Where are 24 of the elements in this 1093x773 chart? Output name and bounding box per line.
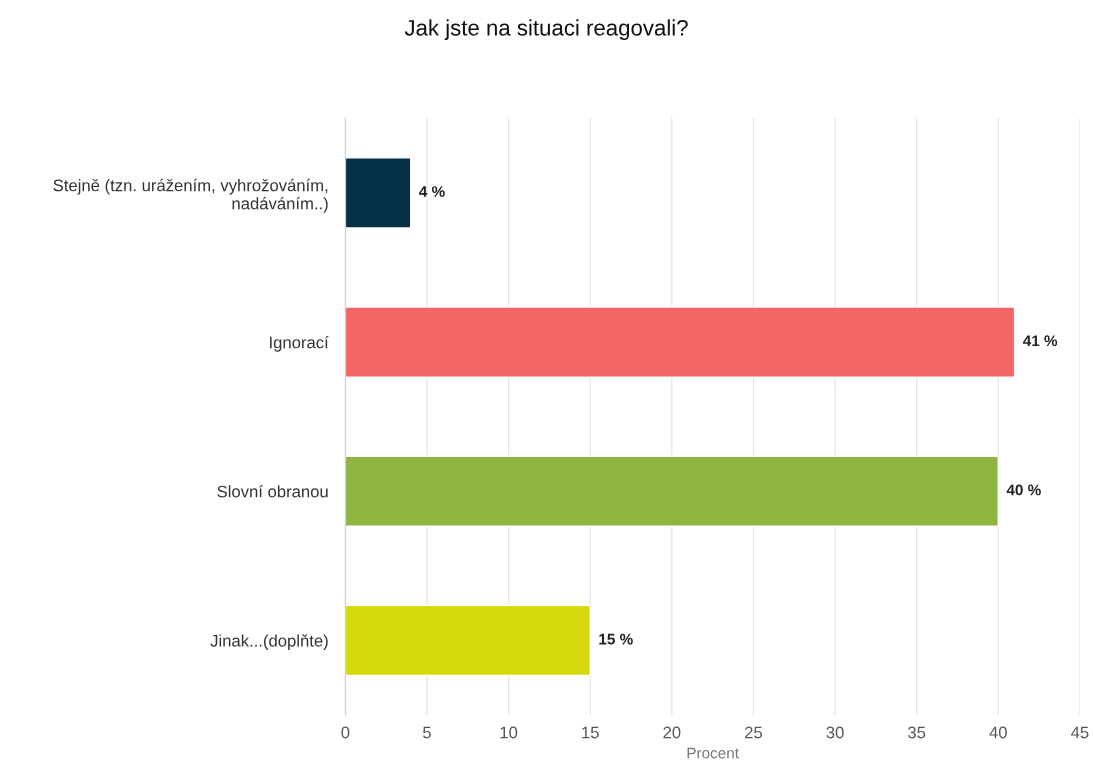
x-tick-label: 25: [745, 726, 763, 739]
x-tick-label: 35: [908, 726, 926, 739]
x-axis-title: Procent: [687, 747, 739, 759]
data-label: 15 %: [599, 633, 633, 645]
bar: [345, 157, 412, 229]
bar: [345, 604, 591, 677]
bar: [345, 455, 999, 527]
y-tick-label: Ignorací: [270, 335, 329, 352]
x-tick-label: 45: [1071, 726, 1089, 739]
y-tick-label: Stejně (tzn. urážením, vyhrožováním, nadáváním..): [53, 178, 328, 213]
x-tick-label: 5: [423, 726, 431, 739]
data-label: 40 %: [1006, 484, 1041, 496]
bar: [345, 306, 1016, 378]
x-tick-label: 20: [663, 726, 681, 739]
y-tick-label: Jinak...(doplňte): [210, 634, 328, 650]
data-label: 41 %: [1022, 335, 1058, 347]
x-tick-label: 15: [582, 726, 599, 739]
chart-title: Jak jste na situaci reagovali?: [404, 19, 688, 41]
data-label: 4 %: [419, 186, 445, 197]
x-tick-label: 40: [989, 726, 1007, 739]
x-tick-label: 0: [341, 726, 350, 739]
x-tick-label: 30: [826, 726, 844, 739]
x-tick-label: 10: [500, 726, 518, 739]
y-tick-label: Slovní obranou: [217, 485, 328, 498]
